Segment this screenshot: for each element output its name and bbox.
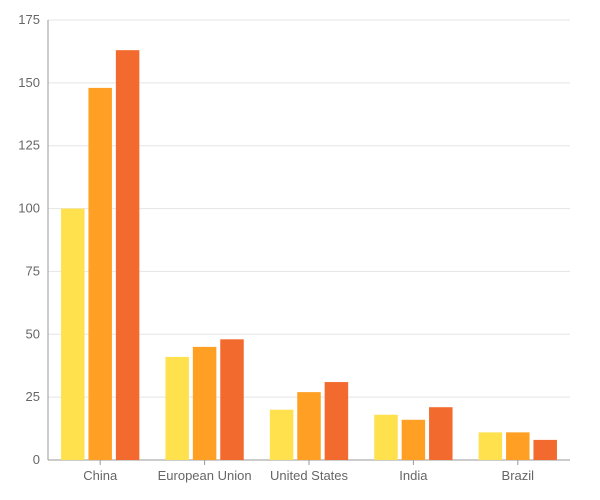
bar [506,432,529,460]
y-tick-label: 125 [18,138,40,153]
y-tick-label: 100 [18,201,40,216]
bar [165,357,188,460]
y-tick-label: 25 [26,389,40,404]
bar [116,50,139,460]
bar [270,410,293,460]
bar [220,339,243,460]
bar [533,440,556,460]
y-tick-label: 175 [18,12,40,27]
y-tick-label: 50 [26,326,40,341]
bar [88,88,111,460]
bar [61,209,84,460]
x-tick-label: Brazil [502,468,535,483]
bar [193,347,216,460]
bar-chart: 0 25 50 75 100 125 150 175 China European Union Un… [0,0,600,500]
y-tick-label: 0 [33,452,40,467]
bar [429,407,452,460]
chart-container: 0 25 50 75 100 125 150 175 China European Union Un… [0,0,600,500]
y-tick-label: 150 [18,75,40,90]
x-tick-label: India [399,468,428,483]
bar [297,392,320,460]
bar [479,432,502,460]
bar [374,415,397,460]
x-tick-label: European Union [158,468,252,483]
x-tick-label: China [83,468,118,483]
bar [402,420,425,460]
x-tick-label: United States [270,468,349,483]
y-tick-label: 75 [26,263,40,278]
bar [325,382,348,460]
